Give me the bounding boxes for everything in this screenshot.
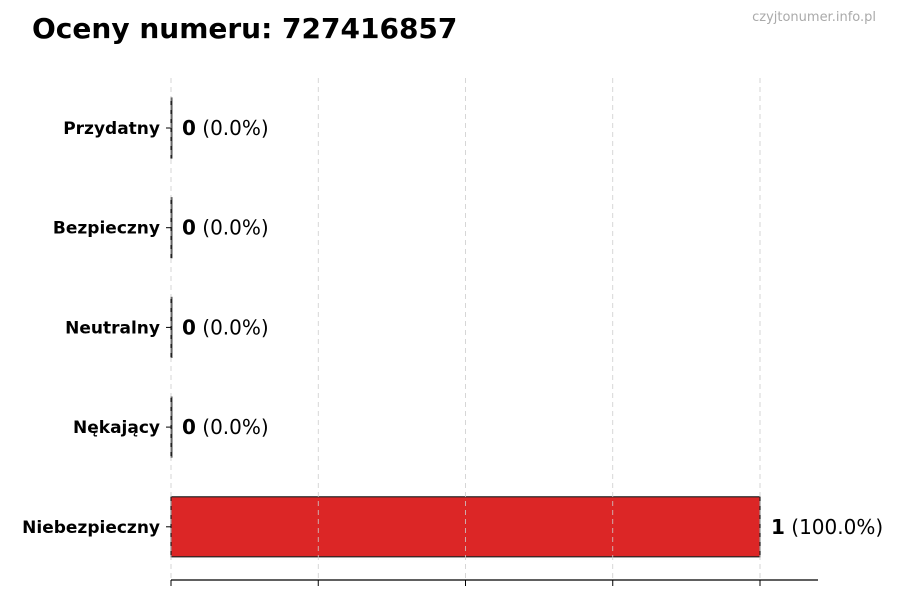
category-label: Bezpieczny bbox=[53, 219, 160, 239]
watermark: czyjtonumer.info.pl bbox=[752, 10, 876, 25]
data-label: 0 (0.0%) bbox=[182, 216, 269, 240]
data-label: 0 (0.0%) bbox=[182, 315, 269, 339]
data-label: 0 (0.0%) bbox=[182, 415, 269, 439]
chart-title: Oceny numeru: 727416857 bbox=[32, 12, 458, 45]
category-label: Nękający bbox=[73, 418, 160, 438]
data-label: 0 (0.0%) bbox=[182, 116, 269, 140]
data-label: 1 (100.0%) bbox=[771, 515, 883, 539]
category-label: Niebezpieczny bbox=[22, 518, 160, 538]
category-label: Neutralny bbox=[65, 318, 160, 338]
category-label: Przydatny bbox=[63, 119, 160, 139]
